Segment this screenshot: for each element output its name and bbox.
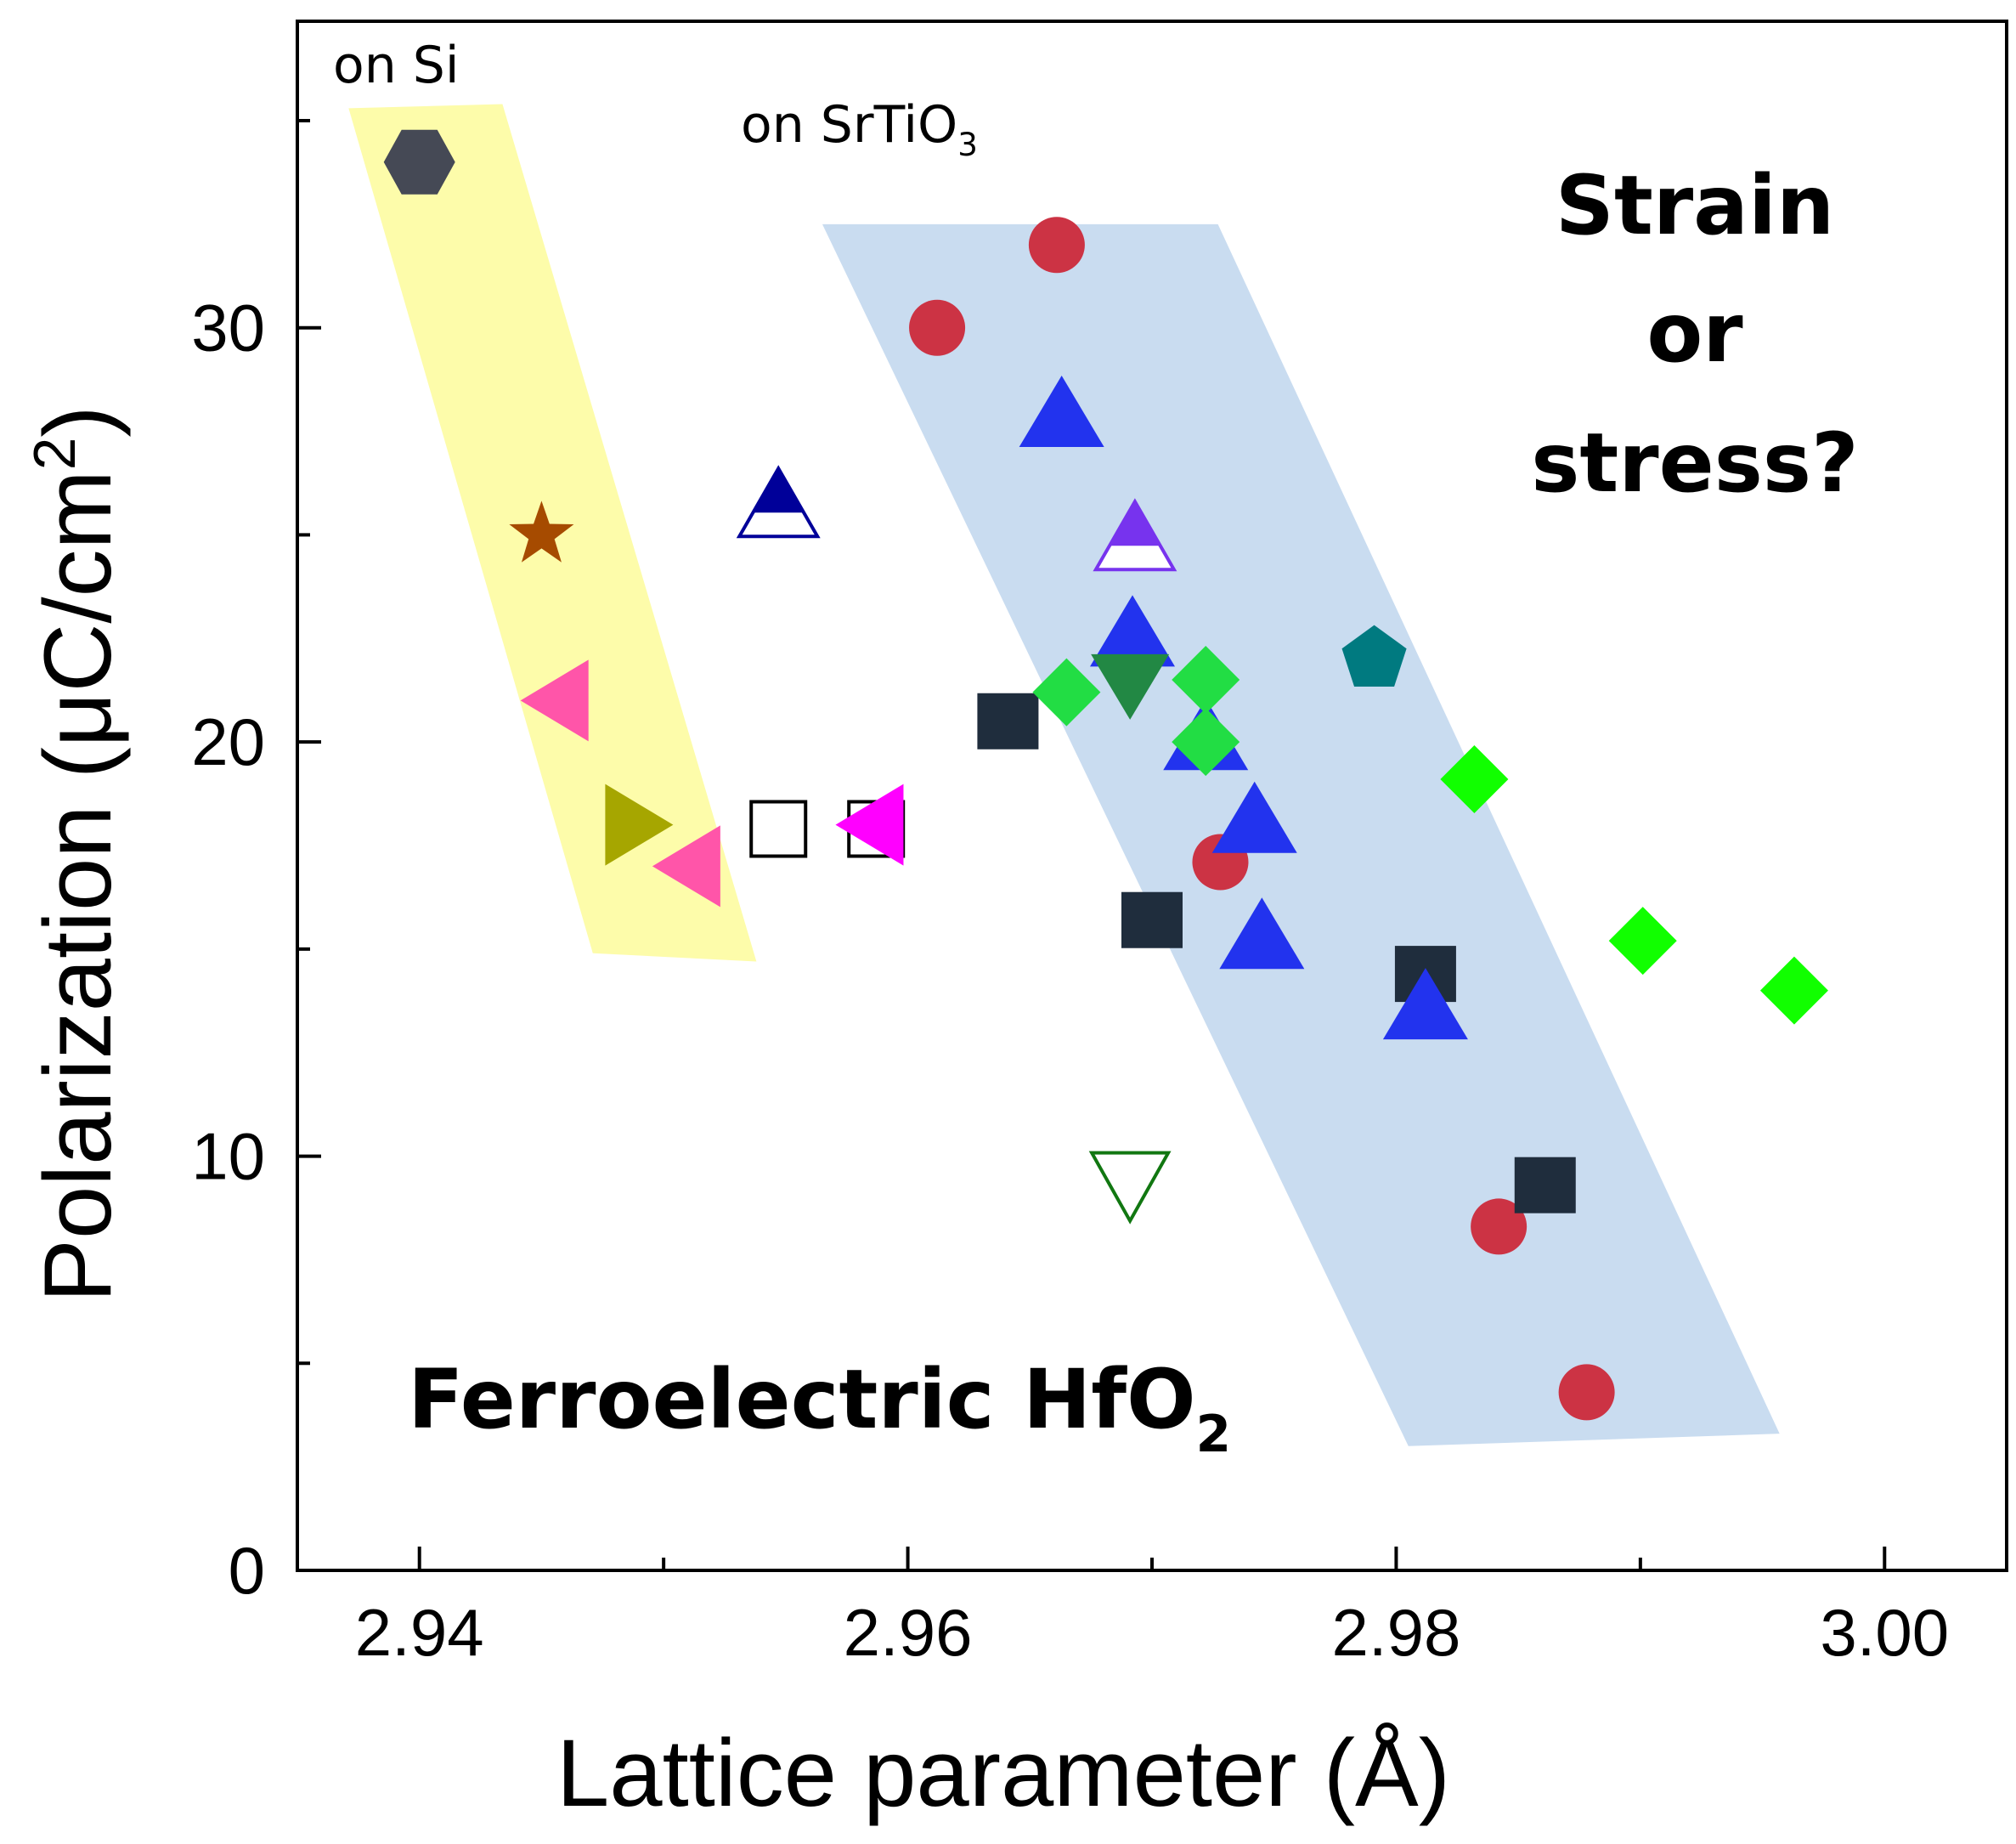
- triangle-left-marker: [652, 825, 720, 908]
- triangle-up-marker: [1090, 595, 1176, 667]
- star-marker: [509, 501, 574, 563]
- circle-marker: [1558, 1364, 1615, 1421]
- triangle-up-marker: [1382, 968, 1468, 1040]
- circle-marker: [1471, 1198, 1528, 1255]
- x-tick-label: 2.98: [1332, 1595, 1461, 1670]
- square-open-marker: [749, 800, 808, 858]
- pentagon-marker: [1341, 625, 1407, 687]
- square-marker: [1121, 891, 1183, 948]
- annotation-strain-line2: or: [1646, 286, 1743, 381]
- triangle-left-marker: [835, 783, 904, 866]
- y-tick-label: 20: [191, 704, 265, 779]
- y-axis-title: Polarization (μC/cm2): [21, 405, 131, 1302]
- triangle-up-marker: [1211, 781, 1297, 853]
- diamond-marker: [1759, 956, 1828, 1025]
- triangle-right-marker: [605, 783, 674, 866]
- annotation-on-si: on Si: [333, 36, 460, 95]
- minor-ticks: [297, 118, 1642, 1570]
- triangle-up-half-marker: [1093, 498, 1177, 572]
- diamond-marker: [1172, 708, 1240, 777]
- x-axis-title: Lattice parameter (Å): [556, 1720, 1450, 1826]
- diamond-marker: [1032, 658, 1101, 727]
- circle-marker: [909, 299, 966, 356]
- data-markers: [383, 129, 1828, 1421]
- triangle-down-marker: [1091, 653, 1170, 720]
- x-tick-label: 2.96: [844, 1595, 973, 1670]
- annotation-strain-line1: Strain: [1556, 158, 1834, 253]
- hexagon-marker: [383, 129, 455, 195]
- x-tick-label: 2.94: [355, 1595, 484, 1670]
- annotation-strain-line3: stress?: [1531, 416, 1858, 511]
- diamond-marker: [1608, 907, 1677, 976]
- square-marker: [977, 693, 1039, 749]
- x-tick-labels: 2.94 2.96 2.98 3.00: [355, 1595, 1949, 1670]
- y-tick-labels: 0 10 20 30: [191, 291, 265, 1608]
- triangle-left-marker: [520, 659, 589, 742]
- triangle-up-half-marker: [736, 465, 821, 539]
- diamond-marker: [1440, 745, 1509, 814]
- y-tick-label: 0: [229, 1533, 265, 1608]
- triangle-up-marker: [1219, 897, 1305, 970]
- x-tick-label: 3.00: [1820, 1595, 1949, 1670]
- annotation-on-srtio3: on SrTiO3: [741, 95, 978, 163]
- square-marker: [1514, 1157, 1576, 1213]
- diamond-marker: [1172, 646, 1240, 715]
- triangle-up-marker: [1019, 376, 1104, 448]
- plot-frame: [296, 20, 2008, 1572]
- y-tick-label: 30: [191, 291, 265, 365]
- highlight-bands: [348, 104, 1780, 1446]
- band-on-srtio3: [822, 223, 1780, 1446]
- y-tick-label: 10: [191, 1119, 265, 1194]
- triangle-down-open-marker: [1088, 1151, 1172, 1225]
- circle-marker: [1028, 217, 1085, 274]
- annotation-ferroelectric-hfo2: Ferroelectric HfO2: [408, 1352, 1231, 1464]
